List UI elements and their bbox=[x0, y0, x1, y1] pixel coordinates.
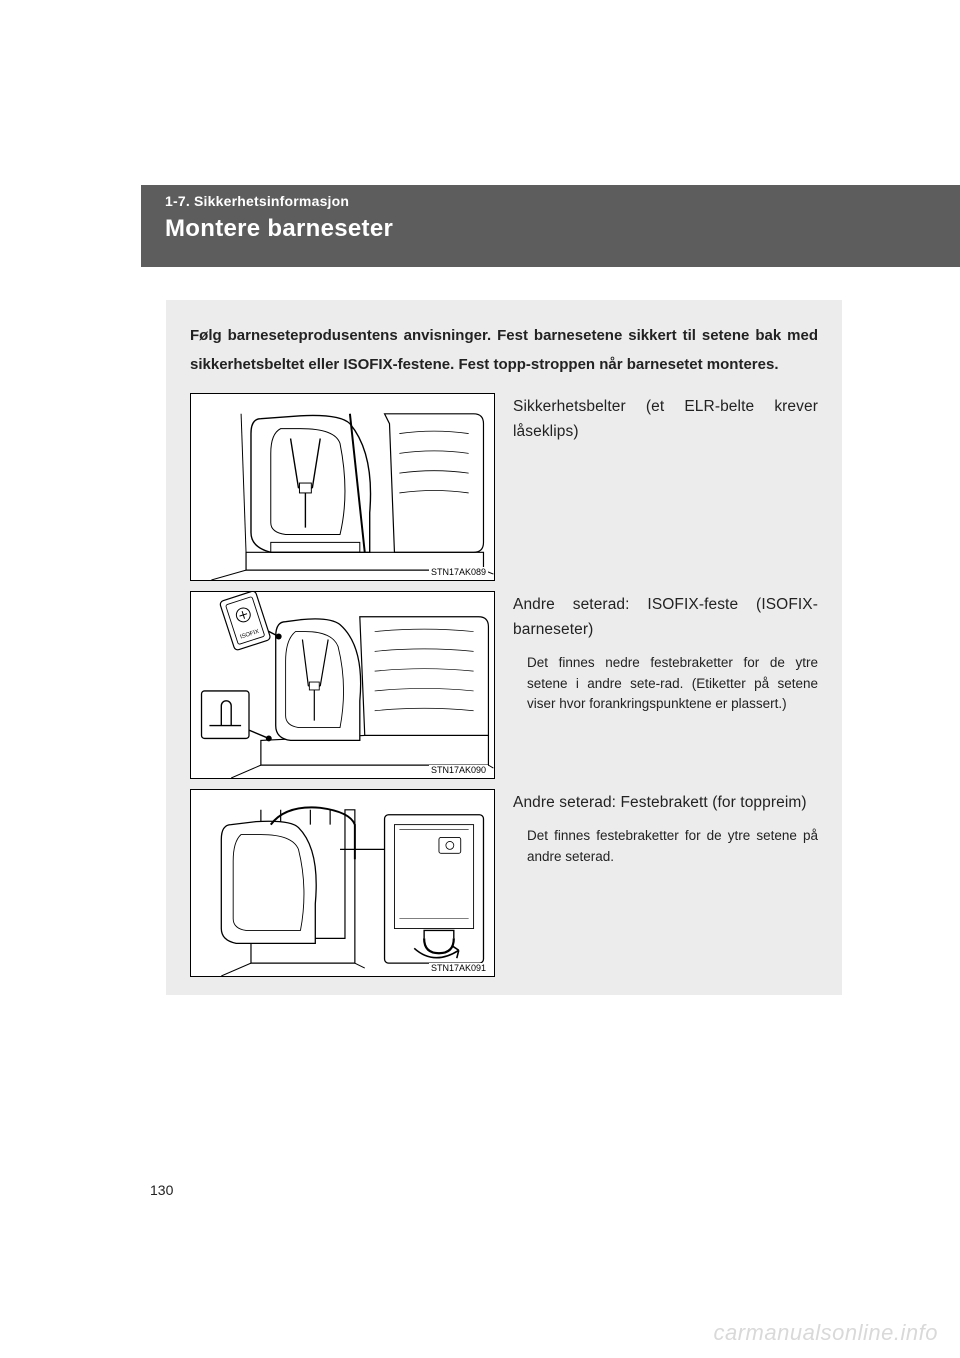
intro-paragraph: Følg barneseteprodusentens anvisninger. … bbox=[190, 322, 818, 379]
figure-3-sub: Det finnes festebraketter for de ytre se… bbox=[513, 826, 818, 868]
page-number: 130 bbox=[150, 1182, 173, 1198]
watermark: carmanualsonline.info bbox=[713, 1320, 938, 1346]
figure-row: STN17AK089 Sikkerhetsbelter (et ELR-belt… bbox=[190, 393, 818, 581]
manual-page: 1-7. Sikkerhetsinformasjon Montere barne… bbox=[0, 0, 960, 1358]
figure-2-sub: Det finnes nedre festebraketter for de y… bbox=[513, 653, 818, 716]
figure-2-desc: Andre seterad: ISOFIX-feste (ISOFIX-barn… bbox=[513, 591, 818, 715]
header-band: 1-7. Sikkerhetsinformasjon Montere barne… bbox=[141, 185, 960, 267]
figure-2-code: STN17AK090 bbox=[429, 765, 488, 775]
figure-1-svg bbox=[191, 394, 494, 580]
figure-row: STN17AK091 Andre seterad: Festebrakett (… bbox=[190, 789, 818, 977]
figure-1-desc: Sikkerhetsbelter (et ELR-belte krever lå… bbox=[513, 393, 818, 445]
figure-2-svg: ISOFIX bbox=[191, 592, 494, 778]
figure-3: STN17AK091 bbox=[190, 789, 495, 977]
figure-2-title: Andre seterad: ISOFIX-feste (ISOFIX-barn… bbox=[513, 593, 818, 643]
figure-1-title: Sikkerhetsbelter (et ELR-belte krever lå… bbox=[513, 395, 818, 445]
page-title: Montere barneseter bbox=[165, 215, 960, 243]
figure-1: STN17AK089 bbox=[190, 393, 495, 581]
figure-2: ISOFIX STN17AK090 bbox=[190, 591, 495, 779]
figure-row: ISOFIX STN17AK090 Andre seterad: ISOFIX-… bbox=[190, 591, 818, 779]
figure-3-svg bbox=[191, 790, 494, 976]
section-label: 1-7. Sikkerhetsinformasjon bbox=[165, 193, 960, 209]
content-box: Følg barneseteprodusentens anvisninger. … bbox=[166, 300, 842, 995]
figure-3-desc: Andre seterad: Festebrakett (for topprei… bbox=[513, 789, 818, 868]
figure-3-code: STN17AK091 bbox=[429, 963, 488, 973]
figure-1-code: STN17AK089 bbox=[429, 567, 488, 577]
figure-3-title: Andre seterad: Festebrakett (for topprei… bbox=[513, 791, 818, 816]
